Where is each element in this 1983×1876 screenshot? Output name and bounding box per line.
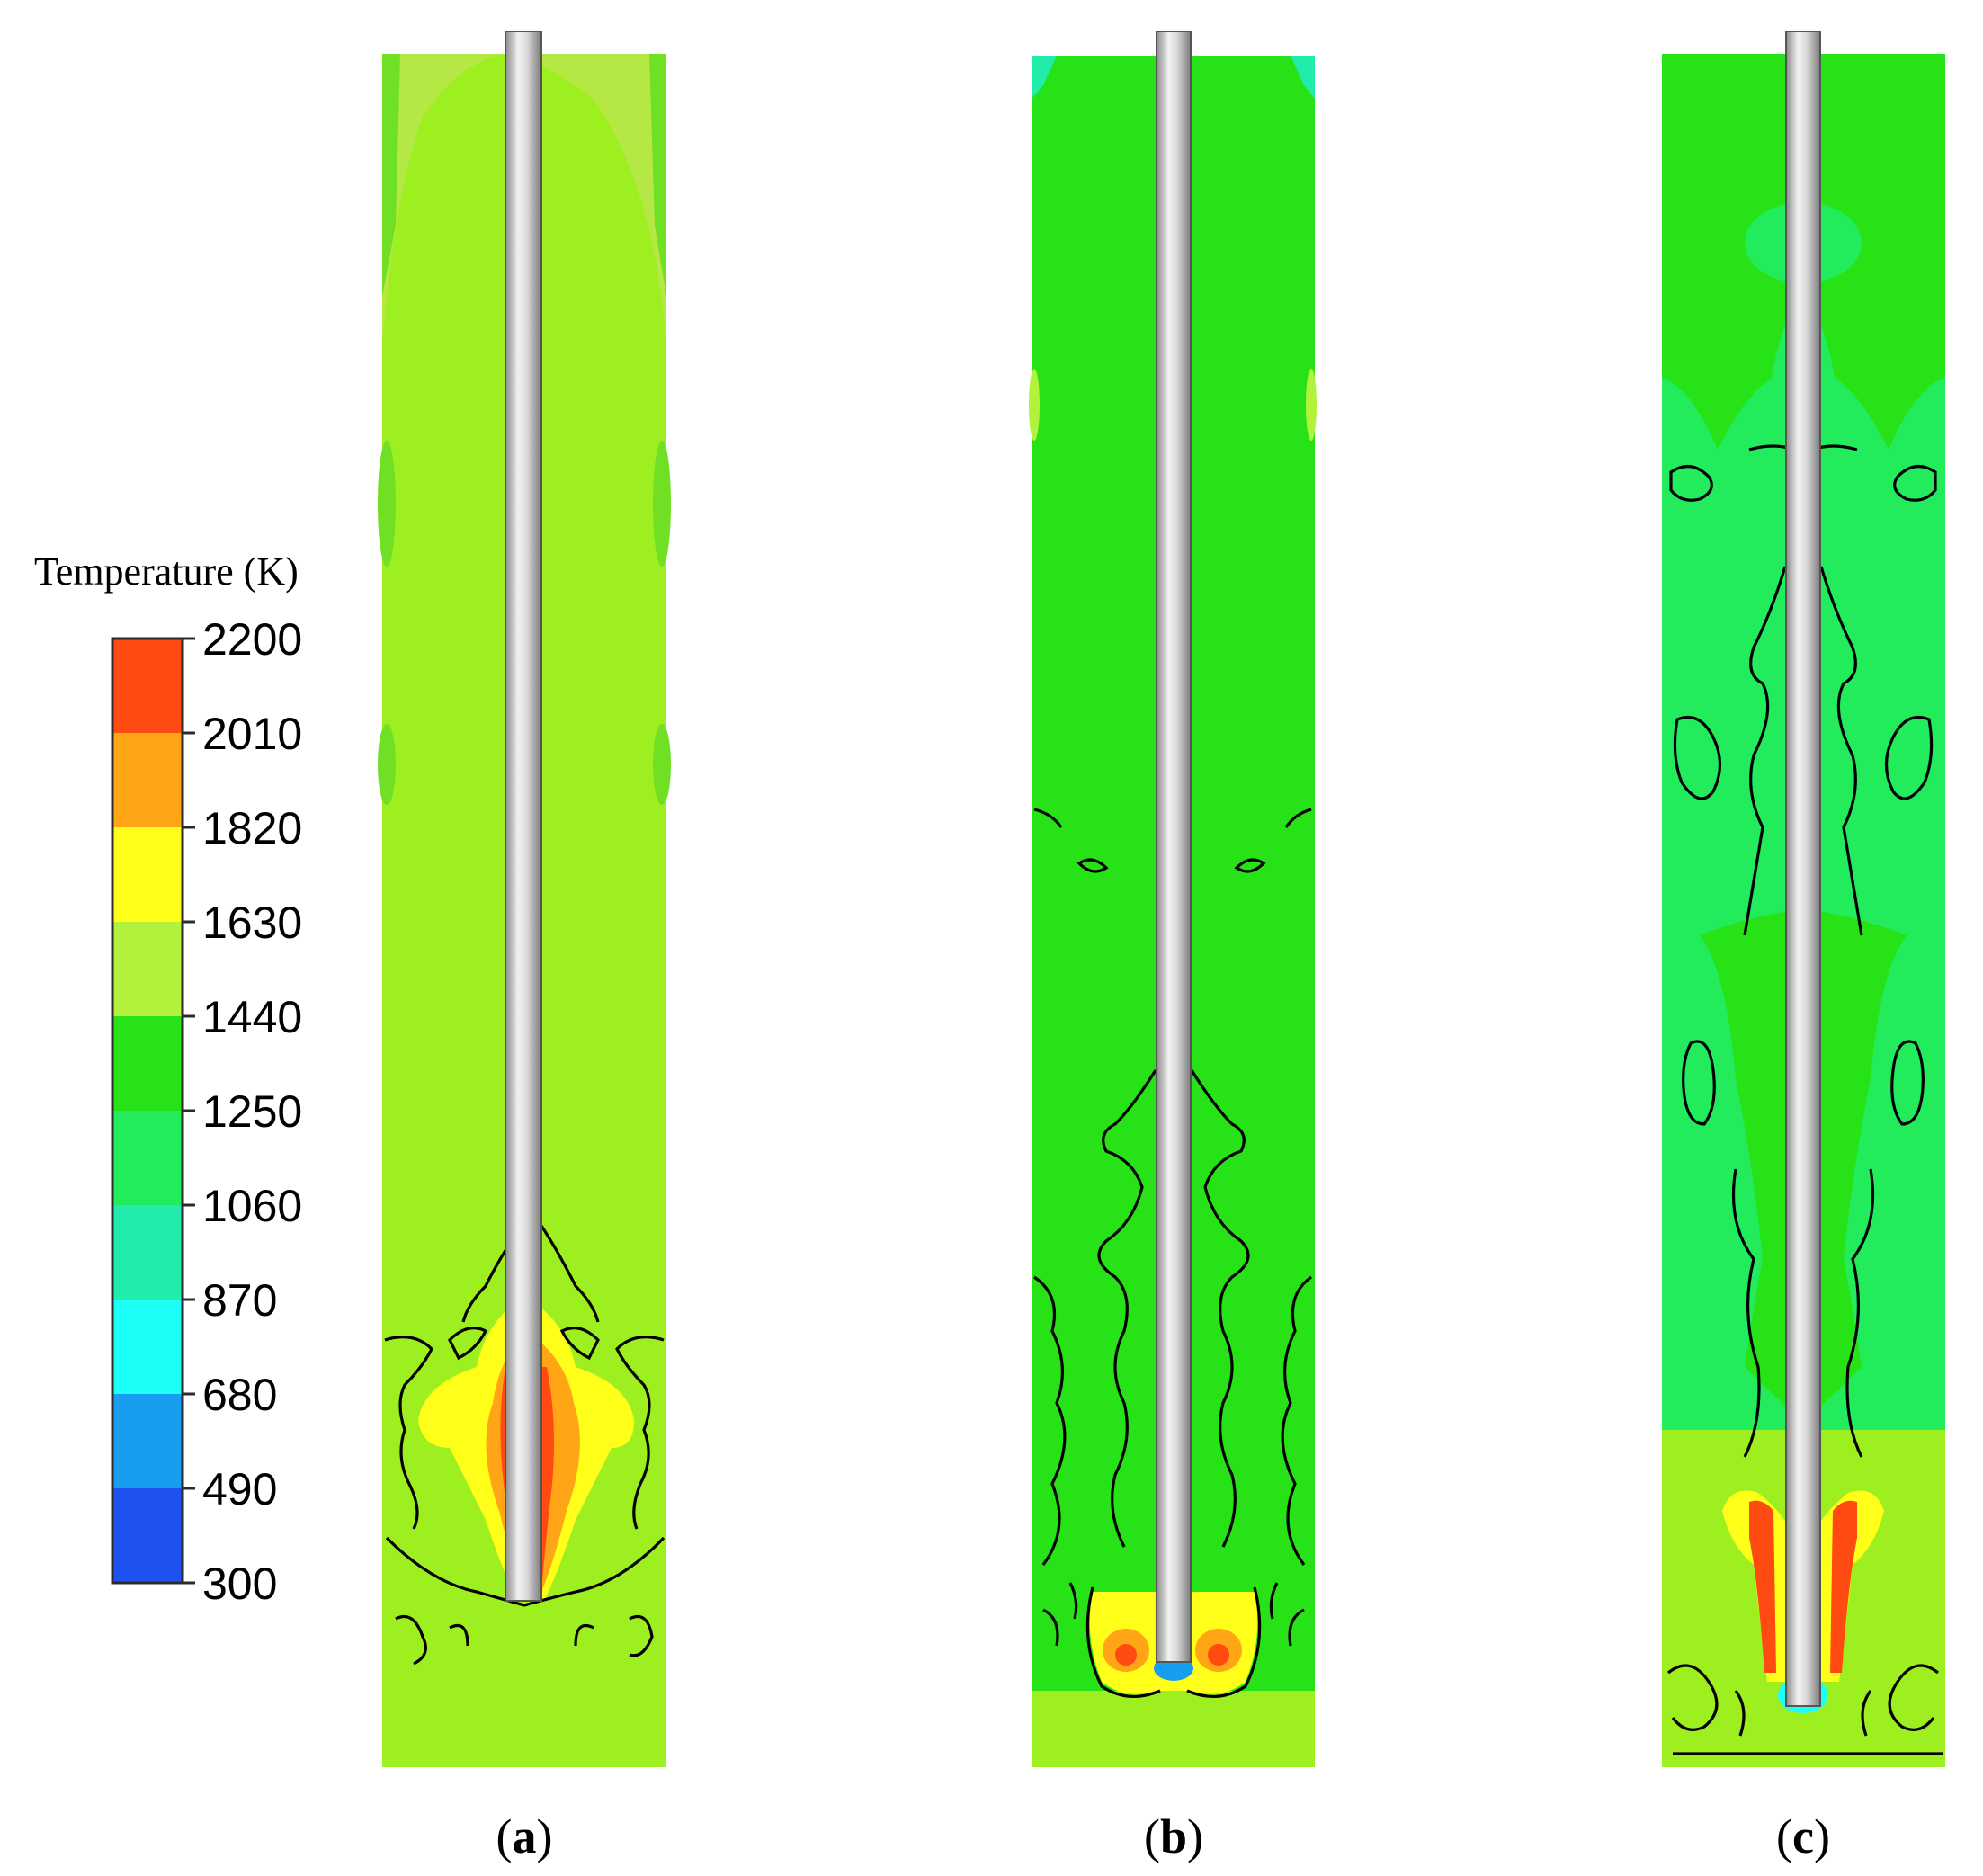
panel-c: (c) (1662, 31, 1945, 1863)
colorbar-tick-label: 300 (202, 1559, 277, 1609)
panel-c-flame-core-left (1749, 1500, 1776, 1673)
colorbar-tick-label: 1820 (202, 803, 302, 853)
colorbar-tick-label: 680 (202, 1370, 277, 1420)
colorbar-tick-label: 870 (202, 1275, 277, 1326)
colorbar-title: Temperature (K) (34, 549, 299, 594)
colorbar-band (112, 1016, 183, 1112)
panel-b-rod (1156, 31, 1192, 1663)
panel-b-label: (b) (1144, 1809, 1203, 1863)
panel-c-contour-base (1667, 1664, 1943, 1755)
panel-c-rod (1785, 31, 1821, 1707)
colorbar-band (112, 733, 183, 828)
panel-a-side-spot-left (378, 441, 396, 567)
colorbar-band (112, 1111, 183, 1206)
colorbar-band (112, 1300, 183, 1395)
panel-a-edge-right (649, 54, 666, 297)
panel-a: (a) (378, 31, 671, 1863)
colorbar-tick-label: 1630 (202, 898, 302, 948)
panel-c-contour-center (1743, 566, 1863, 936)
panel-b-flame-hot-right (1208, 1644, 1229, 1666)
colorbar-band (112, 639, 183, 734)
colorbar-tick-label: 2200 (202, 614, 302, 665)
panel-a-edge-left (382, 54, 400, 297)
panel-a-contour-arc (385, 1536, 665, 1607)
panel-a-contour-right (538, 1222, 665, 1530)
colorbar-tick-label: 1250 (202, 1086, 302, 1137)
panel-b-contour-mid (1097, 1069, 1250, 1548)
panel-b-contour-low (1042, 1582, 1305, 1647)
colorbar-band (112, 922, 183, 1017)
colorbar: Temperature (K) 2200 2010 1820 1630 1440 1250… (34, 549, 302, 1609)
panel-b-side-spot-right (1306, 369, 1317, 441)
panel-c-contour-blobs-left (1669, 465, 1722, 1126)
panel-a-rod (505, 31, 542, 1602)
panel-a-side-spot-right-2 (653, 724, 671, 805)
panel-b-top-corner-left (1032, 56, 1057, 99)
colorbar-band (112, 827, 183, 923)
panel-a-side-spot-right (653, 441, 671, 567)
colorbar-band (112, 1394, 183, 1489)
panel-b-bottom-band (1032, 1691, 1315, 1767)
panel-b-side-spot-left (1029, 369, 1040, 441)
panel-b-top-corner-right (1291, 56, 1315, 99)
colorbar-ticks: 2200 2010 1820 1630 1440 1250 1060 870 680 490 300 (183, 614, 302, 1609)
panel-a-contour-low (395, 1614, 654, 1666)
colorbar-band (112, 1205, 183, 1300)
panel-b: (b) (1029, 31, 1317, 1863)
panel-a-contour-wing-right (559, 1327, 600, 1361)
panel-a-contour-wing-left (448, 1327, 488, 1361)
colorbar-tick-label: 490 (202, 1464, 277, 1514)
panel-a-label: (a) (496, 1809, 553, 1863)
panel-a-side-spot-left-2 (378, 724, 396, 805)
panel-b-flame-hot-left (1115, 1644, 1137, 1666)
colorbar-tick-label: 2010 (202, 709, 302, 759)
panel-c-label: (c) (1776, 1809, 1830, 1863)
colorbar-bands (112, 639, 183, 1584)
panel-c-contour-blobs-right (1884, 465, 1937, 1126)
panel-a-cool-zone (382, 54, 666, 342)
colorbar-tick-label: 1060 (202, 1181, 302, 1231)
panel-c-flame-core-right (1830, 1500, 1857, 1673)
colorbar-tick-label: 1440 (202, 992, 302, 1042)
panel-b-contour-upper (1033, 808, 1312, 873)
colorbar-band (112, 1488, 183, 1584)
panel-b-contour-flame (1085, 1586, 1262, 1699)
panel-b-contour-sides (1033, 1275, 1312, 1566)
panel-c-contour-lower (1731, 1168, 1875, 1458)
